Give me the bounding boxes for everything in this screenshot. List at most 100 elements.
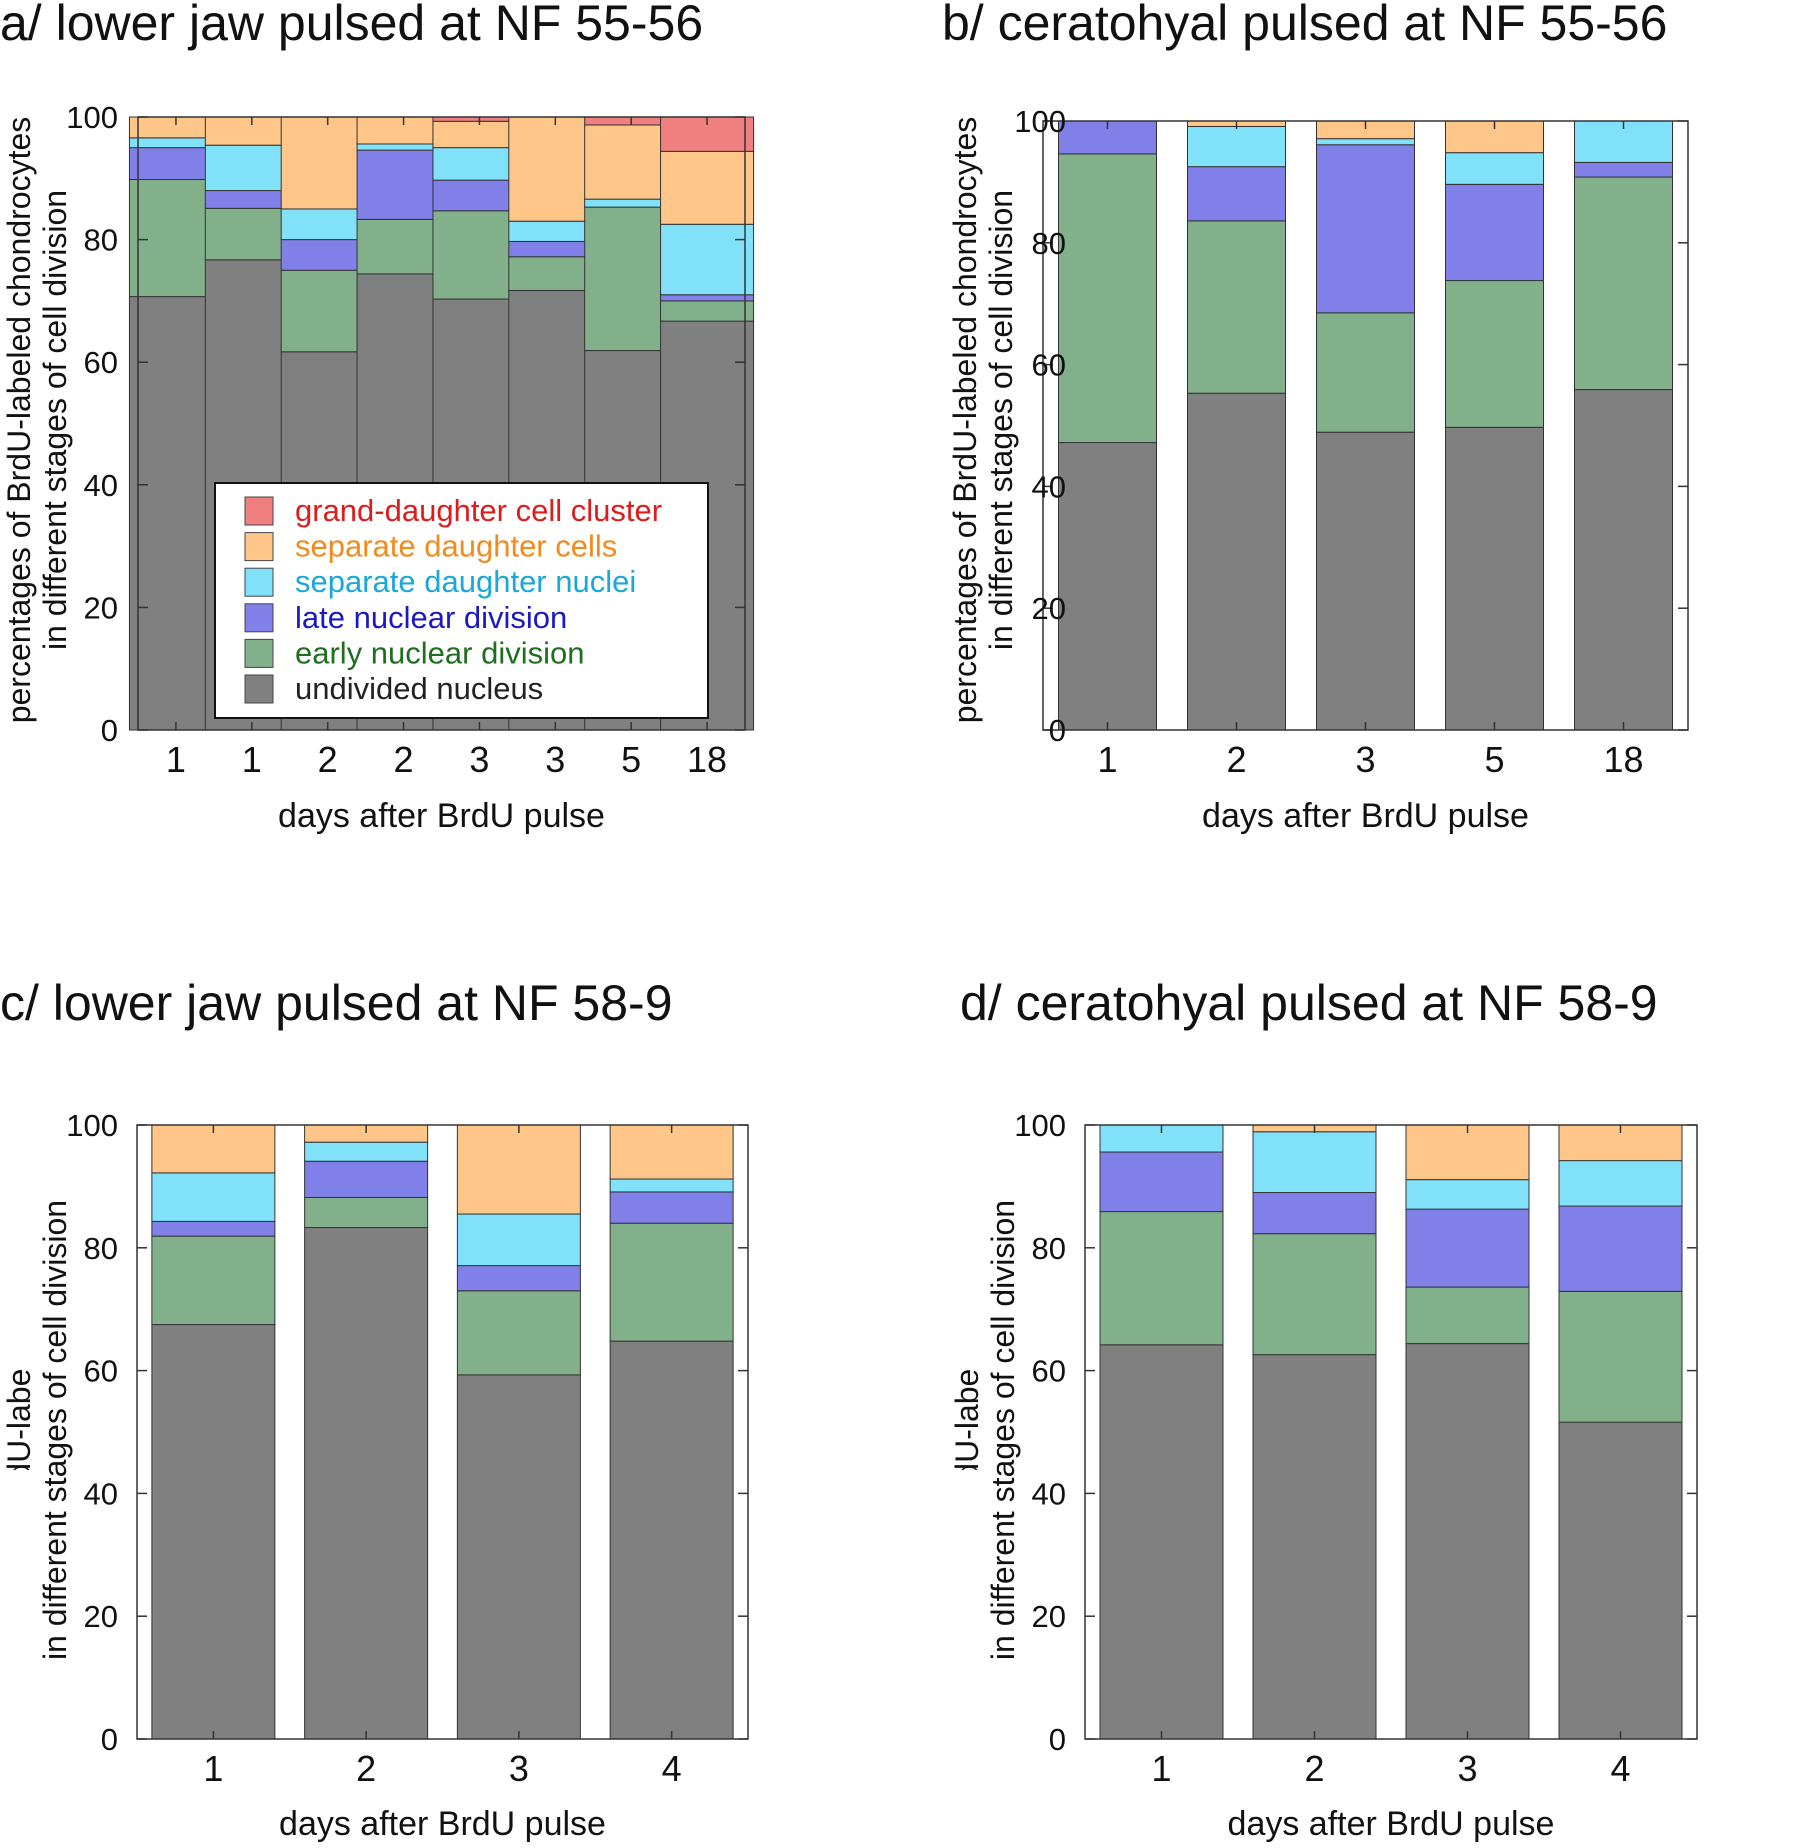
bar-segment xyxy=(456,1265,581,1292)
bar-segment xyxy=(1445,183,1544,282)
bar-segment xyxy=(1445,426,1544,731)
x-tick-label: 1 xyxy=(166,739,186,780)
x-tick-label: 3 xyxy=(509,1748,529,1789)
bar-segment xyxy=(609,1222,734,1342)
bar-segment xyxy=(456,1374,581,1740)
plot-frame xyxy=(1042,120,1689,731)
y-axis-label-line2: in different stages of cell division xyxy=(985,1200,1021,1660)
y-tick-label: 40 xyxy=(84,1476,118,1511)
bar-segment xyxy=(456,1213,581,1267)
x-tick-label: 18 xyxy=(1603,739,1643,780)
legend-swatch xyxy=(244,674,274,704)
bar-segment xyxy=(1252,1233,1377,1356)
y-axis-label: percentages of BrdU-labeled chondrocytes xyxy=(949,1127,985,1734)
bar-segment xyxy=(456,1290,581,1376)
bar-segment xyxy=(1558,1205,1683,1292)
y-axis-label-line2: in different stages of cell division xyxy=(983,190,1019,650)
x-tick-label: 2 xyxy=(394,739,414,780)
y-tick-label: 60 xyxy=(1032,1354,1066,1389)
x-axis-label: days after BrdU pulse xyxy=(279,1805,606,1843)
y-axis-label: percentages of BrdU-labeled chondrocytes xyxy=(1,117,37,724)
x-tick-label: 1 xyxy=(1151,1748,1171,1789)
y-tick-label: 0 xyxy=(1049,713,1066,748)
bar-segment xyxy=(304,1227,429,1740)
legend-swatch xyxy=(244,638,274,668)
bar-segment xyxy=(609,1340,734,1740)
legend-swatch xyxy=(244,603,274,633)
bar-segment xyxy=(1558,1160,1683,1207)
x-tick-label: 3 xyxy=(545,739,565,780)
bar-segment xyxy=(151,1235,276,1326)
y-tick-label: 0 xyxy=(101,713,118,748)
legend-label: early nuclear division xyxy=(295,635,584,670)
bar-segment xyxy=(151,1220,276,1237)
bar-segment xyxy=(1316,138,1415,146)
bar-segment xyxy=(1316,312,1415,433)
x-axis-label: days after BrdU pulse xyxy=(278,797,605,835)
plot-frame xyxy=(136,1124,749,1740)
y-tick-label: 80 xyxy=(1032,1231,1066,1266)
x-axis-label: days after BrdU pulse xyxy=(1228,1805,1555,1843)
bar-segment xyxy=(1405,1124,1530,1181)
x-tick-label: 4 xyxy=(1610,1748,1630,1789)
legend-label: grand-daughter cell cluster xyxy=(295,493,662,528)
bar-segment xyxy=(1316,431,1415,731)
bar-segment xyxy=(1187,125,1286,168)
legend-swatch xyxy=(244,496,274,526)
bar-segment xyxy=(1405,1343,1530,1740)
legend-label: late nuclear division xyxy=(295,600,567,635)
y-tick-label: 80 xyxy=(84,1231,118,1266)
panel-title: b/ ceratohyal pulsed at NF 55-56 xyxy=(942,0,1667,51)
y-tick-label: 100 xyxy=(66,1108,118,1143)
bar-segment xyxy=(1058,153,1157,444)
x-tick-label: 1 xyxy=(242,739,262,780)
y-axis-label-line2: in different stages of cell division xyxy=(37,1200,73,1660)
bar-segment xyxy=(304,1160,429,1198)
bar-segment xyxy=(1187,166,1286,222)
bar-segment xyxy=(456,1124,581,1215)
x-axis-label: days after BrdU pulse xyxy=(1202,797,1529,835)
panel-title: a/ lower jaw pulsed at NF 55-56 xyxy=(0,0,703,51)
y-tick-label: 40 xyxy=(84,468,118,503)
plot-frame xyxy=(137,116,746,731)
bar-segment xyxy=(304,1141,429,1162)
bar-segment xyxy=(1445,152,1544,185)
y-axis-label-line2: in different stages of cell division xyxy=(37,190,73,650)
bar-segment xyxy=(151,1324,276,1740)
bar-segment xyxy=(660,150,755,225)
x-tick-label: 5 xyxy=(621,739,641,780)
y-tick-label: 20 xyxy=(1032,1599,1066,1634)
x-tick-label: 3 xyxy=(469,739,489,780)
bar-segment xyxy=(1405,1179,1530,1210)
bar-segment xyxy=(1405,1208,1530,1288)
legend: grand-daughter cell cluster separate daug… xyxy=(214,482,709,719)
y-tick-label: 0 xyxy=(101,1722,118,1757)
bar-segment xyxy=(1252,1354,1377,1740)
x-tick-label: 3 xyxy=(1355,739,1375,780)
bar-segment xyxy=(1445,280,1544,428)
panel-title: d/ ceratohyal pulsed at NF 58-9 xyxy=(960,975,1658,1031)
legend-swatch xyxy=(244,567,274,597)
bar-segment xyxy=(1252,1192,1377,1235)
y-axis-label: percentages of BrdU-labeled chondrocytes xyxy=(947,117,983,724)
x-tick-label: 3 xyxy=(1457,1748,1477,1789)
bar-segment xyxy=(660,300,755,322)
x-tick-label: 2 xyxy=(356,1748,376,1789)
bar-segment xyxy=(151,1172,276,1222)
bar-segment xyxy=(1099,1211,1224,1346)
legend-swatch xyxy=(244,532,274,562)
y-tick-label: 60 xyxy=(84,345,118,380)
x-tick-label: 18 xyxy=(687,739,727,780)
y-tick-label: 20 xyxy=(84,590,118,625)
panel-c: c/ lower jaw pulsed at NF 58-9 percentage… xyxy=(0,975,749,1843)
bar-segment xyxy=(1187,392,1286,731)
y-axis-label: percentages of BrdU-labeled chondrocytes xyxy=(1,1127,37,1734)
y-tick-label: 40 xyxy=(1032,469,1066,504)
bar-segment xyxy=(1445,120,1544,154)
bar-segment xyxy=(1252,1131,1377,1194)
x-tick-label: 5 xyxy=(1484,739,1504,780)
legend-label: separate daughter nuclei xyxy=(295,564,636,599)
bar-segment xyxy=(1405,1286,1530,1345)
bar-segment xyxy=(1558,1421,1683,1740)
y-tick-label: 80 xyxy=(84,223,118,258)
